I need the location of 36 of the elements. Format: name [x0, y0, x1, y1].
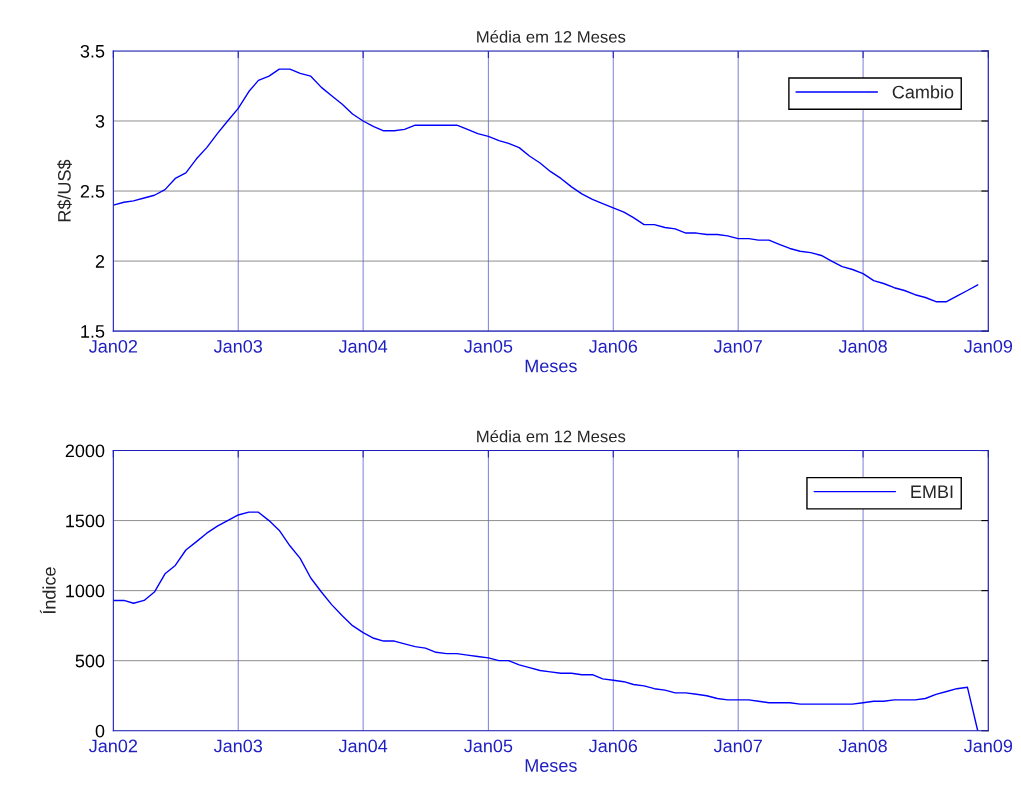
chart-title: Média em 12 Meses — [477, 30, 626, 43]
y-tick-label: 2.5 — [80, 184, 105, 198]
x-tick-label: Jan06 — [588, 339, 638, 353]
line-series — [113, 68, 979, 303]
x-axis-title: Meses — [525, 759, 577, 772]
x-tick-label: Jan08 — [838, 339, 887, 353]
x-tick-label: Jan04 — [338, 339, 388, 353]
y-axis-title: R$/US$ — [57, 159, 72, 222]
x-tick-label: Jan08 — [838, 739, 887, 753]
x-tick-label: Jan04 — [338, 739, 388, 753]
y-tick-label: 3.5 — [80, 44, 105, 58]
x-tick-label: Jan02 — [89, 739, 138, 753]
line-series — [113, 511, 979, 731]
x-tick-label: Jan03 — [213, 339, 263, 353]
legend-label: EMBI — [911, 485, 953, 498]
x-tick-label: Jan05 — [464, 339, 513, 353]
y-tick-label: 1000 — [66, 584, 105, 598]
chart-title: Média em 12 Meses — [477, 429, 626, 443]
y-tick-label: 3 — [95, 114, 105, 128]
y-axis-title: Índice — [39, 567, 56, 614]
x-tick-label: Jan06 — [588, 739, 638, 753]
y-tick-label: 1500 — [66, 514, 105, 528]
x-tick-label: Jan09 — [964, 339, 1013, 353]
y-tick-label: 0 — [95, 724, 105, 738]
x-tick-label: Jan03 — [213, 739, 263, 753]
x-tick-label: Jan09 — [964, 739, 1013, 753]
x-tick-label: Jan07 — [713, 339, 762, 353]
y-tick-label: 500 — [75, 654, 105, 668]
y-tick-label: 1.5 — [81, 325, 105, 338]
x-axis-title: Meses — [525, 359, 577, 373]
x-tick-label: Jan02 — [89, 339, 138, 353]
x-tick-label: Jan05 — [464, 739, 513, 753]
x-tick-label: Jan07 — [713, 739, 762, 753]
y-tick-label: 2 — [95, 255, 105, 268]
legend-label: Cambio — [892, 85, 954, 99]
y-tick-label: 2000 — [65, 444, 105, 458]
